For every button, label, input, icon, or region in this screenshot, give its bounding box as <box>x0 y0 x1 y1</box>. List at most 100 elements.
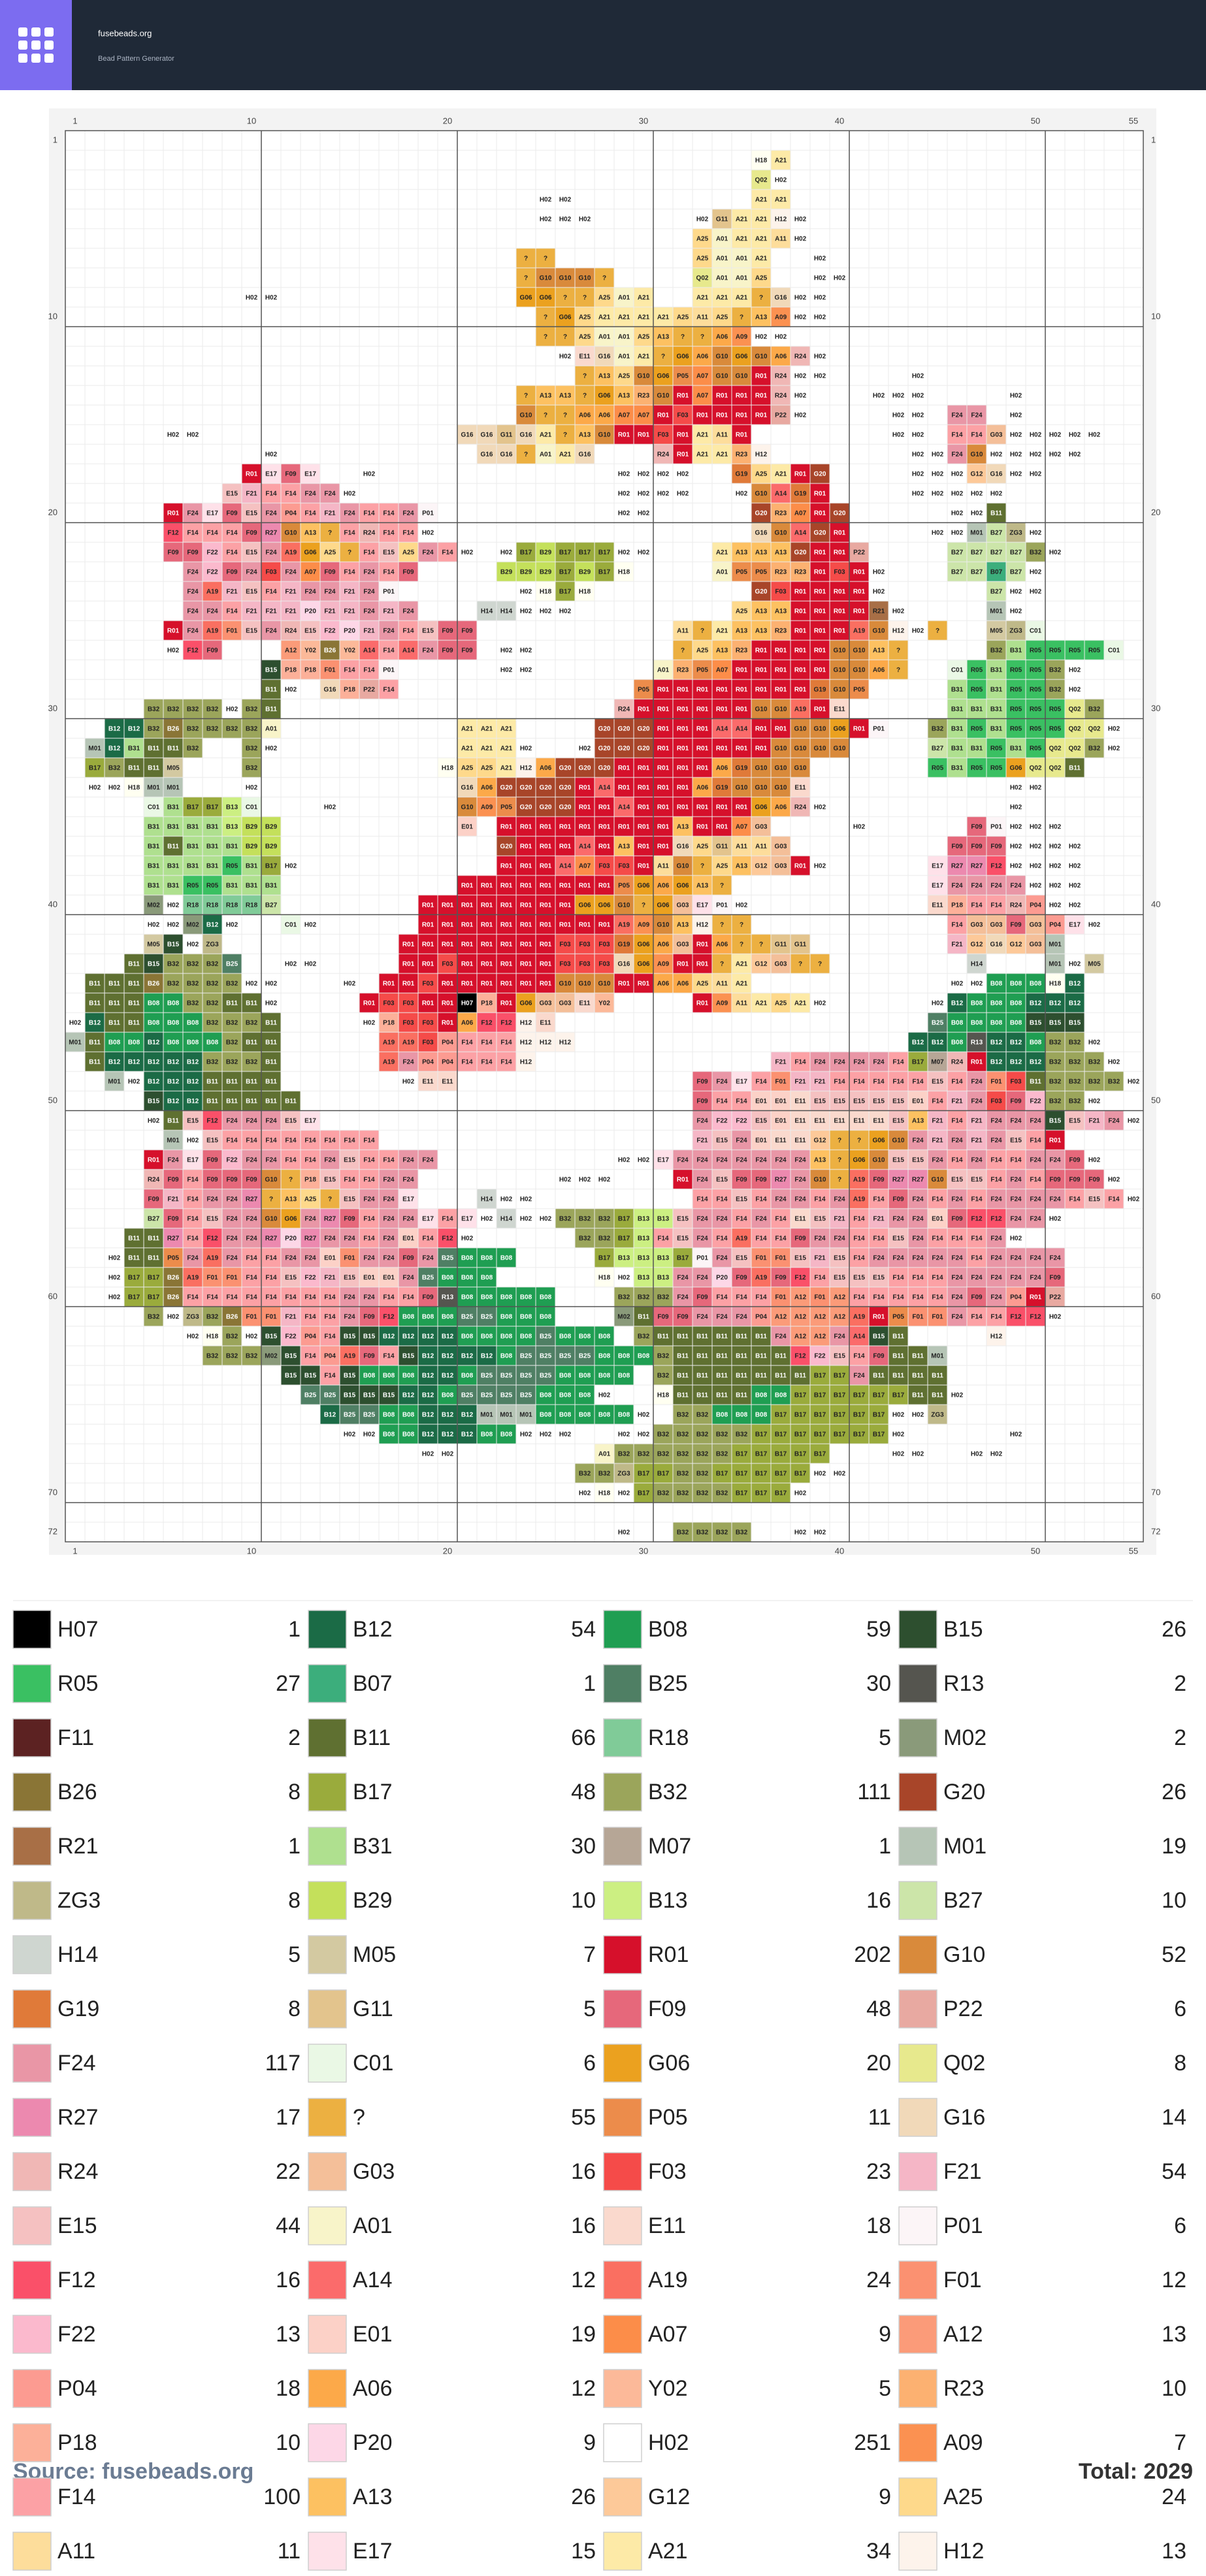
bead-code: H02 <box>187 941 199 949</box>
bead <box>1006 405 1026 425</box>
bead-code: R01 <box>540 941 552 949</box>
bead-code: H02 <box>971 510 983 517</box>
legend-swatch <box>603 1664 642 1703</box>
bead-code: B13 <box>657 1216 670 1223</box>
bead-code: G03 <box>559 1000 572 1007</box>
bead-code: F24 <box>246 1157 257 1164</box>
bead-code: G10 <box>265 1177 278 1184</box>
bead-code: F14 <box>716 1196 728 1203</box>
bead-code: A11 <box>736 843 747 851</box>
bead-code: A07 <box>736 824 748 831</box>
bead-code: F14 <box>265 1255 277 1262</box>
bead-code: F09 <box>696 1079 708 1086</box>
bead-code: G10 <box>814 1177 826 1184</box>
bead <box>732 248 751 268</box>
bead <box>555 601 575 621</box>
bead <box>575 327 595 346</box>
bead <box>301 581 320 601</box>
bead-code: H02 <box>500 667 513 674</box>
bead <box>497 425 516 444</box>
bead-code: R01 <box>579 883 591 890</box>
bead-code: B32 <box>206 1059 219 1066</box>
bead-code: F01 <box>206 1275 218 1282</box>
bead-code: M01 <box>167 1137 180 1145</box>
bead-code: F14 <box>265 589 277 596</box>
bead-code: R01 <box>775 647 787 655</box>
bead <box>595 268 614 287</box>
bead-code: H02 <box>873 569 885 576</box>
bead-code: B15 <box>344 1333 356 1341</box>
bead-code: G10 <box>677 863 689 870</box>
bead-code: A06 <box>696 353 709 361</box>
bead-code: F14 <box>716 1235 728 1243</box>
bead <box>555 189 575 209</box>
bead-code: R01 <box>696 765 709 772</box>
bead-code: F24 <box>951 451 963 459</box>
bead-code: A06 <box>657 941 670 949</box>
bead-code: A12 <box>794 1333 807 1341</box>
bead <box>712 287 732 307</box>
legend-code: H02 <box>648 2430 689 2455</box>
bead-code: B08 <box>500 1431 513 1439</box>
bead-code: F14 <box>187 1196 199 1203</box>
bead-code: ? <box>759 941 763 949</box>
bead-code: B32 <box>657 1373 670 1380</box>
bead-code: B12 <box>1049 1000 1062 1007</box>
bead-code: B32 <box>657 1431 670 1439</box>
bead-code: B08 <box>598 1333 611 1341</box>
bead-code: R01 <box>638 981 650 988</box>
bead-code: B12 <box>167 1079 180 1086</box>
bead-code: R05 <box>990 745 1003 753</box>
bead-code: A25 <box>696 236 709 243</box>
bead-code: R01 <box>559 824 572 831</box>
bead-code: F09 <box>794 1235 806 1243</box>
bead-code: B32 <box>226 1333 238 1341</box>
bead-code: G03 <box>971 922 983 929</box>
bead-code: H02 <box>1069 451 1081 459</box>
bead-code: F14 <box>187 1216 199 1223</box>
bead-code: F24 <box>990 1137 1002 1145</box>
legend-code: P05 <box>648 2105 688 2130</box>
bead-code: M01 <box>1049 961 1062 968</box>
bead-code: R05 <box>1010 687 1022 694</box>
bead <box>771 601 790 621</box>
bead-code: B08 <box>990 981 1003 988</box>
bead-code: G16 <box>481 432 493 439</box>
bead <box>693 385 712 405</box>
bead-code: ? <box>720 883 724 890</box>
bead-code: R01 <box>657 785 670 792</box>
bead-code: H02 <box>167 647 180 655</box>
bead-code: F24 <box>677 1275 689 1282</box>
bead-code: E01 <box>932 1216 943 1223</box>
bead-code: F24 <box>1010 1275 1022 1282</box>
bead-code: B13 <box>638 1235 650 1243</box>
bead-code: G20 <box>559 804 572 811</box>
bead-code: B08 <box>598 1373 611 1380</box>
bead-code: E15 <box>873 1275 885 1282</box>
bead-code: E17 <box>402 1196 414 1203</box>
bead-code: Q02 <box>755 177 768 184</box>
bead-code: B27 <box>990 589 1003 596</box>
bead-code: R01 <box>736 706 748 713</box>
bead <box>261 464 281 483</box>
bead-code: F14 <box>657 1235 669 1243</box>
legend-code: A13 <box>353 2485 393 2509</box>
bead-code: G16 <box>579 451 591 459</box>
bead-code: P04 <box>304 1333 316 1341</box>
site-name[interactable]: fusebeads.org <box>98 28 152 38</box>
bead-code: B27 <box>990 549 1003 557</box>
bead-code: F24 <box>834 1333 845 1341</box>
bead-code: F03 <box>422 1039 434 1047</box>
bead-code: B29 <box>246 824 258 831</box>
bead-code: H02 <box>540 197 552 204</box>
legend-count: 59 <box>866 1617 891 1642</box>
bead-code: F09 <box>873 1353 885 1360</box>
bead-code: R01 <box>696 1000 709 1007</box>
bead-code: B08 <box>461 1275 474 1282</box>
bead-code: P18 <box>951 902 963 909</box>
bead <box>869 581 888 601</box>
bead <box>967 542 986 562</box>
bead-code: G06 <box>677 883 689 890</box>
bead-code: F14 <box>892 1294 904 1301</box>
bead-code: F24 <box>402 1275 414 1282</box>
